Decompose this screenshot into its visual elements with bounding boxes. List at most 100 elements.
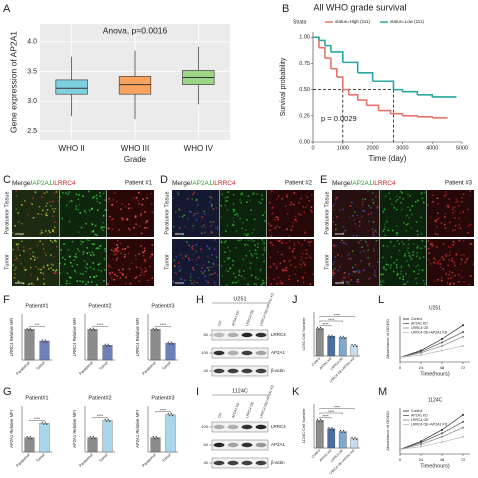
- stain-speck: [453, 241, 456, 244]
- stain-speck: [229, 268, 232, 270]
- stain-speck: [364, 198, 367, 201]
- stain-speck: [293, 244, 296, 247]
- stain-speck: [130, 207, 133, 209]
- series-line: [399, 436, 464, 450]
- stain-speck: [388, 192, 390, 195]
- stain-speck: [461, 276, 463, 279]
- significance-label: ****: [34, 416, 41, 421]
- stain-speck: [385, 269, 387, 271]
- stain-speck: [445, 255, 448, 257]
- stain-speck: [277, 216, 279, 219]
- stain-speck: [53, 231, 55, 233]
- stain-speck: [151, 244, 154, 246]
- stain-speck: [17, 280, 20, 283]
- stain-speck: [151, 277, 154, 279]
- y-axis-label: Absorbance of OD450: [385, 410, 390, 450]
- stain-speck: [256, 193, 258, 195]
- x-tick-label: 5000: [456, 145, 468, 151]
- lane-label: LRRC4 OE+AP2A1 KD: [259, 292, 275, 327]
- x-tick-label: 48: [440, 457, 445, 462]
- stain-speck: [93, 268, 95, 270]
- point: [462, 324, 464, 327]
- stain-speck: [193, 191, 196, 194]
- stain-speck: [288, 260, 291, 262]
- stain-speck: [262, 279, 264, 282]
- stain-speck: [223, 260, 226, 263]
- stain-speck: [440, 266, 443, 268]
- stain-speck: [77, 198, 79, 201]
- stain-speck: [381, 279, 384, 282]
- stain-speck: [221, 275, 224, 277]
- survival-step: [324, 57, 332, 69]
- stain-speck: [336, 197, 338, 199]
- stain-speck: [296, 240, 299, 243]
- stain-speck: [195, 244, 198, 246]
- stain-speck: [227, 191, 229, 193]
- stain-speck: [243, 277, 246, 280]
- panel-label: A: [3, 3, 11, 15]
- stain-speck: [101, 226, 103, 228]
- stain-speck: [91, 207, 93, 210]
- stain-speck: [45, 212, 48, 214]
- stain-speck: [247, 283, 249, 286]
- stain-speck: [40, 231, 43, 234]
- stain-speck: [97, 269, 100, 271]
- series-line: [399, 414, 464, 450]
- stain-speck: [452, 275, 455, 277]
- lane-label: LRRC4 OE: [245, 401, 255, 419]
- stain-speck: [438, 217, 440, 220]
- stain-speck: [444, 227, 447, 230]
- stain-speck: [332, 271, 334, 274]
- stain-speck: [116, 275, 118, 277]
- stain-speck: [333, 261, 336, 263]
- significance-label: ****: [97, 413, 104, 418]
- stain-speck: [50, 263, 53, 265]
- stain-speck: [30, 282, 33, 285]
- stain-speck: [15, 208, 18, 211]
- x-tick-label: 48: [440, 365, 445, 370]
- stain-speck: [303, 239, 306, 241]
- blot-band: [227, 350, 239, 356]
- blot-band: [241, 424, 253, 430]
- stain-speck: [450, 282, 452, 285]
- blot-band: [227, 368, 239, 374]
- stain-speck: [280, 239, 282, 241]
- stain-speck: [341, 239, 343, 242]
- stain-speck: [15, 267, 17, 270]
- stain-speck: [354, 223, 357, 225]
- stain-name: Merge/: [12, 180, 32, 187]
- stain-speck: [417, 199, 419, 202]
- survival-step: [402, 90, 419, 95]
- panel-label: M: [378, 386, 387, 398]
- stain-speck: [124, 248, 126, 250]
- point: [420, 354, 422, 357]
- point: [441, 349, 443, 352]
- stain-speck: [332, 205, 335, 207]
- stain-speck: [401, 265, 403, 267]
- stain-speck: [95, 275, 98, 277]
- chart-title: Patient#3: [151, 303, 174, 309]
- stain-speck: [410, 258, 413, 260]
- stain-speck: [43, 251, 46, 254]
- stain-speck: [135, 215, 138, 218]
- stain-speck: [269, 265, 271, 267]
- stain-speck: [339, 265, 341, 268]
- stain-speck: [358, 225, 361, 227]
- stain-speck: [100, 270, 103, 272]
- stain-speck: [294, 215, 297, 218]
- point: [462, 426, 464, 429]
- bar: [165, 342, 176, 361]
- stain-speck: [376, 205, 379, 208]
- stain-speck: [362, 269, 365, 272]
- stain-speck: [270, 225, 273, 227]
- stain-speck: [125, 218, 127, 221]
- stain-speck: [24, 200, 26, 202]
- stain-speck: [372, 202, 375, 204]
- stain-speck: [347, 283, 350, 285]
- stain-speck: [261, 239, 263, 241]
- stain-speck: [455, 254, 457, 256]
- stain-speck: [59, 272, 62, 274]
- stain-speck: [300, 266, 302, 269]
- stain-speck: [409, 209, 411, 211]
- replicate-dot: [28, 438, 30, 440]
